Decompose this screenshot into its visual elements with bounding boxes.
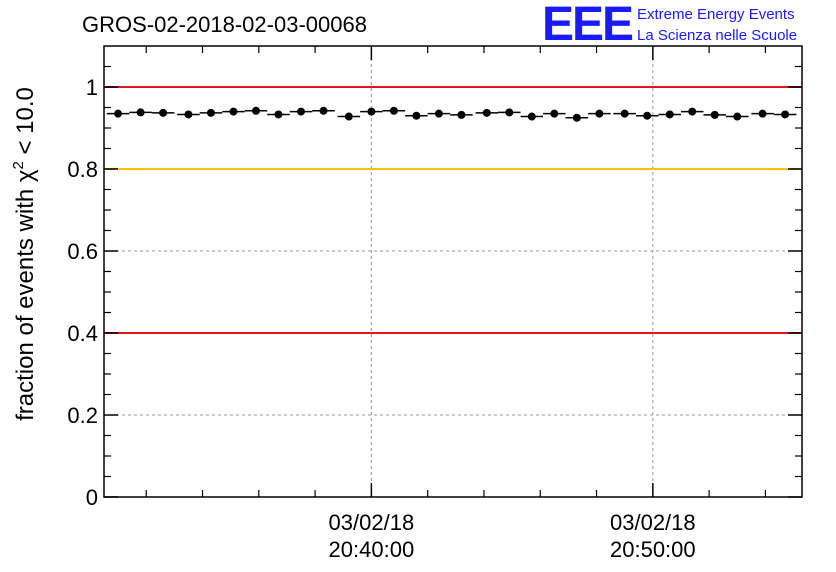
data-point (565, 113, 589, 122)
data-point (726, 112, 749, 121)
data-point-marker (159, 108, 168, 117)
data-point-marker (505, 108, 514, 117)
data-point (267, 110, 290, 119)
data-point (337, 112, 361, 121)
data-point-marker (412, 111, 421, 120)
data-point-marker (482, 108, 491, 117)
plot-frame (103, 45, 803, 498)
data-point-marker (550, 109, 559, 118)
data-point-marker (758, 109, 767, 118)
y-tick-label: 0.8 (67, 157, 98, 182)
data-point-marker (184, 110, 193, 119)
data-point (289, 107, 313, 116)
logo-line-2: La Scienza nelle Scuole (637, 27, 797, 44)
data-point-marker (229, 107, 238, 116)
data-point (222, 107, 245, 116)
data-point (106, 109, 130, 118)
data-point-marker (344, 112, 353, 121)
data-point (588, 109, 611, 118)
logo-mark: EEE (542, 0, 633, 51)
data-point (244, 106, 268, 115)
data-point (498, 108, 521, 117)
data-point-marker (319, 106, 328, 115)
data-point-marker (710, 110, 719, 119)
y-tick-label: 0.2 (67, 403, 98, 428)
data-point-marker (665, 110, 674, 119)
x-tick-label-time: 20:40:00 (329, 537, 415, 562)
data-point (520, 112, 544, 121)
data-point-marker (457, 110, 466, 119)
data-point-marker (389, 106, 398, 115)
data-point (475, 108, 499, 117)
logo-line-1: Extreme Energy Events (637, 6, 795, 23)
data-point (658, 110, 681, 119)
data-point-marker (367, 107, 376, 116)
y-tick-label: 0 (86, 485, 98, 510)
x-tick-label-date: 03/02/18 (610, 510, 696, 535)
y-axis-label-sup: 2 (10, 161, 27, 169)
eee-logo: EEE Extreme Energy Events La Scienza nel… (542, 0, 797, 51)
x-tick-label-time: 20:50:00 (610, 537, 696, 562)
y-axis-label-prefix: fraction of events with χ (12, 169, 39, 421)
data-point-marker (595, 109, 604, 118)
data-point (680, 107, 704, 116)
data-point (703, 110, 727, 119)
y-tick-label: 0.4 (67, 321, 98, 346)
data-point (427, 109, 451, 118)
data-point (405, 111, 428, 120)
data-point-marker (251, 106, 260, 115)
data-point-marker (434, 109, 443, 118)
data-point (543, 109, 566, 118)
data-point (613, 109, 636, 118)
data-point-marker (527, 112, 536, 121)
data-point (199, 108, 223, 117)
data-point (151, 108, 175, 117)
data-point (129, 108, 152, 117)
data-point-marker (136, 108, 145, 117)
data-point-marker (572, 113, 581, 122)
chart-title: GROS-02-2018-02-03-00068 (82, 12, 367, 37)
y-axis-label: fraction of events with χ2 < 10.0 (10, 87, 39, 421)
data-point (312, 106, 335, 115)
tick-labels: 00.20.40.60.8103/02/1820:40:0003/02/1820… (67, 75, 695, 562)
data-point-marker (274, 110, 283, 119)
data-point (177, 110, 200, 119)
data-point (382, 106, 406, 115)
data-point (635, 111, 659, 120)
axis-ticks (104, 46, 802, 498)
data-point-marker (620, 109, 629, 118)
data-point-marker (643, 111, 652, 120)
y-tick-label: 1 (86, 75, 98, 100)
y-axis-label-suffix: < 10.0 (12, 87, 39, 161)
data-point-marker (733, 112, 742, 121)
data-point (450, 110, 473, 119)
data-point (360, 107, 383, 116)
data-point-marker (297, 107, 306, 116)
y-tick-label: 0.6 (67, 239, 98, 264)
reference-lines (104, 86, 802, 334)
data-point-marker (206, 108, 215, 117)
data-point-marker (781, 110, 790, 119)
data-points (106, 106, 797, 122)
data-point (751, 109, 774, 118)
data-point-marker (114, 109, 123, 118)
data-point-marker (688, 107, 697, 116)
data-point (773, 110, 797, 119)
x-tick-label-date: 03/02/18 (329, 510, 415, 535)
